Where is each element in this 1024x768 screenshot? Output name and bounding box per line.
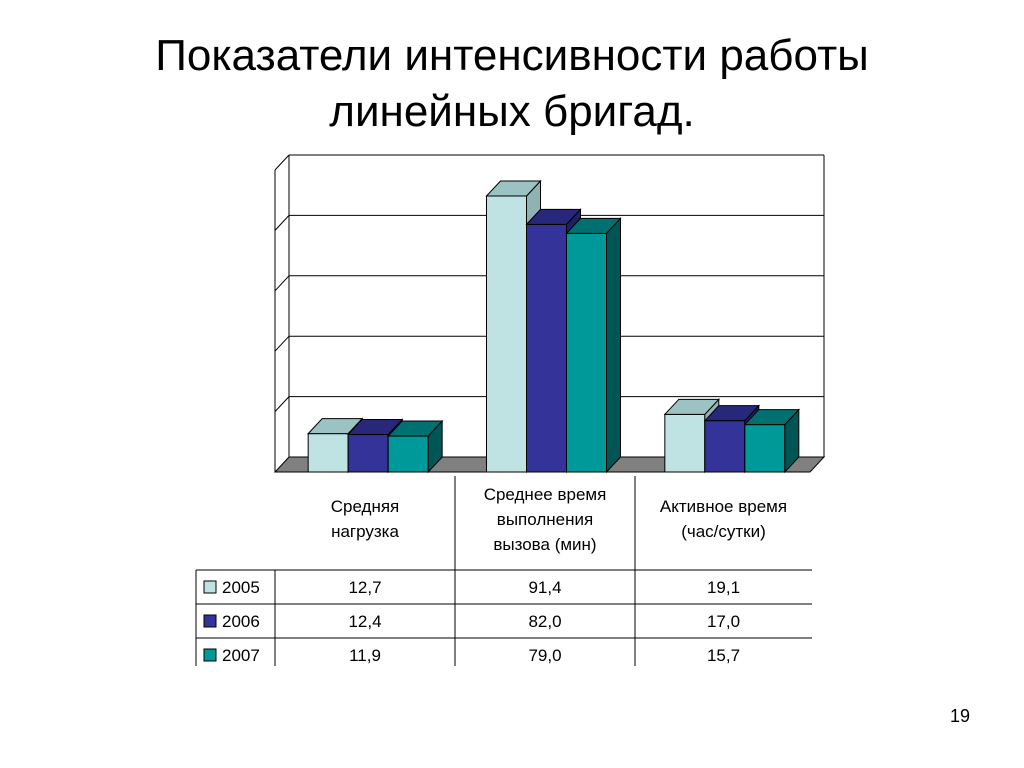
category-label-1-line-2: вызова (мин) [493, 535, 596, 554]
category-label-0-line-1: нагрузка [331, 522, 399, 541]
bar-side-2007-cat1 [606, 217, 621, 474]
category-label-2-line-0: Активное время [660, 497, 787, 516]
legend-key-2007 [203, 648, 217, 662]
bar-2006-cat0 [347, 434, 389, 473]
data-label-2007-cat0: 11,9 [349, 646, 381, 665]
bar-top-2007-cat1 [565, 217, 622, 234]
bar-2005-cat0 [307, 433, 349, 473]
bar-top-2005-cat0 [307, 418, 364, 435]
data-label-2005-cat0: 12,7 [348, 578, 381, 597]
bar-top-2005-cat2 [663, 398, 720, 415]
data-label-2007-cat1: 79,0 [528, 646, 561, 665]
slide-title-line-2: линейных бригад. [329, 87, 695, 136]
category-label-2-line-1: (час/сутки) [681, 522, 766, 541]
category-label-1-line-1: выполнения [497, 510, 593, 529]
bar-2007-cat2 [744, 424, 786, 473]
data-label-2006-cat0: 12,4 [348, 612, 381, 631]
bar-2006-cat1 [526, 223, 567, 473]
category-label-0-line-0: Средняя [331, 497, 400, 516]
bar-2005-cat1 [486, 195, 527, 473]
gridline-side-1 [274, 396, 290, 412]
legend-label-2005: 2005 [222, 578, 260, 597]
bar-2007-cat0 [387, 435, 429, 473]
data-label-2005-cat1: 91,4 [528, 578, 561, 597]
bar-top-2006-cat0 [347, 419, 404, 436]
category-label-1-line-0: Среднее время [484, 485, 607, 504]
legend-key-2006 [203, 614, 217, 628]
bar-2007-cat1 [566, 232, 607, 473]
gridline-side-3 [274, 275, 290, 292]
bar-top-2005-cat1 [485, 180, 542, 197]
bar-top-2006-cat2 [703, 405, 760, 422]
bar-top-2007-cat0 [387, 420, 444, 437]
gridline-side-4 [274, 215, 290, 231]
slide-title: Показатели интенсивности работы линейных… [0, 28, 1024, 140]
bar-top-2006-cat1 [525, 208, 582, 225]
data-label-2006-cat1: 82,0 [528, 612, 561, 631]
slide-title-line-1: Показатели интенсивности работы [155, 31, 869, 80]
legend-key-2005 [203, 580, 217, 594]
data-label-2007-cat2: 15,7 [707, 646, 740, 665]
data-label-2005-cat2: 19,1 [707, 578, 740, 597]
bar-top-2007-cat2 [743, 409, 800, 426]
data-label-2006-cat2: 17,0 [707, 612, 740, 631]
page-number: 19 [949, 706, 970, 726]
bar-2006-cat2 [704, 420, 746, 473]
legend-label-2007: 2007 [222, 646, 260, 665]
gridline-side-5 [274, 154, 290, 171]
bar-2005-cat2 [664, 413, 706, 473]
legend-label-2006: 2006 [222, 612, 260, 631]
gridline-side-2 [274, 335, 290, 352]
